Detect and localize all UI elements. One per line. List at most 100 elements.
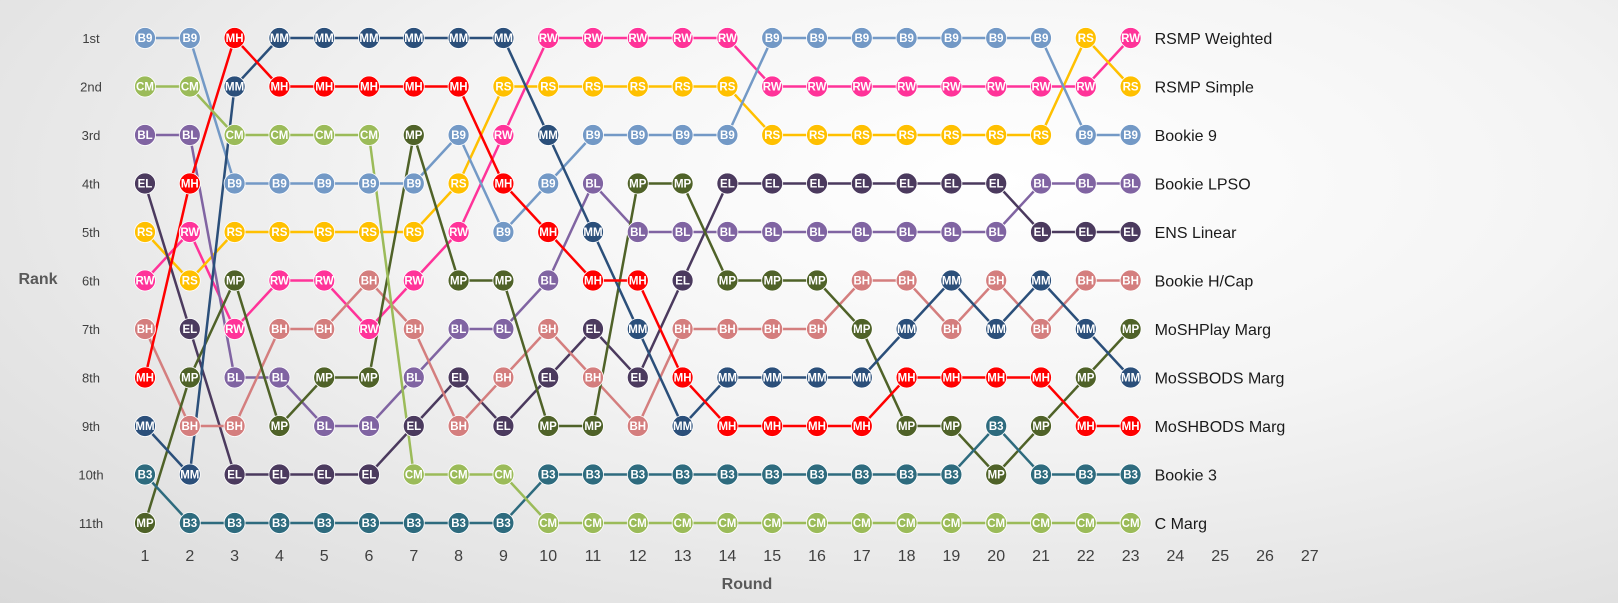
data-point: CM	[1030, 512, 1052, 534]
data-point: MH	[492, 172, 515, 195]
svg-text:RW: RW	[852, 82, 871, 94]
svg-text:RW: RW	[897, 82, 916, 94]
series-label: Bookie 9	[1155, 128, 1217, 145]
svg-text:MH: MH	[763, 421, 781, 433]
data-point: MP	[134, 512, 156, 534]
data-point: B9	[1030, 27, 1052, 49]
data-point: MP	[447, 269, 470, 292]
svg-text:BH: BH	[181, 421, 198, 433]
data-point: MM	[895, 318, 918, 340]
data-point: RS	[806, 124, 828, 146]
data-point: MP	[761, 269, 784, 292]
data-point: RW	[268, 269, 291, 292]
svg-text:B9: B9	[362, 179, 377, 191]
data-point: EL	[178, 318, 201, 340]
svg-text:MM: MM	[359, 33, 378, 45]
svg-text:MH: MH	[1122, 421, 1140, 433]
data-point: EL	[895, 172, 918, 195]
svg-text:EL: EL	[362, 470, 377, 482]
data-point: RS	[178, 269, 201, 292]
data-point: BL	[582, 172, 604, 195]
svg-text:MM: MM	[673, 421, 692, 433]
data-point: B9	[761, 27, 784, 49]
data-point: BL	[402, 366, 425, 389]
svg-text:RS: RS	[764, 130, 780, 142]
x-tick-label: 3	[230, 548, 239, 565]
svg-text:MM: MM	[628, 324, 647, 336]
svg-text:BH: BH	[585, 373, 602, 385]
data-point: EL	[268, 463, 291, 486]
y-tick-label: 7th	[82, 322, 100, 337]
data-point: MP	[626, 172, 649, 195]
data-point: CM	[313, 124, 336, 146]
data-point: B9	[985, 27, 1008, 49]
svg-text:MM: MM	[583, 227, 602, 239]
data-point: MM	[178, 463, 201, 486]
x-tick-label: 2	[185, 548, 194, 565]
x-tick-label: 18	[898, 548, 916, 565]
svg-text:B3: B3	[227, 518, 242, 530]
svg-text:CM: CM	[808, 518, 826, 530]
data-point: CM	[895, 512, 918, 534]
data-point: MM	[134, 415, 156, 437]
data-point: RS	[895, 124, 918, 146]
svg-text:CM: CM	[136, 82, 154, 94]
data-point: RS	[134, 221, 156, 243]
data-point: BL	[492, 318, 515, 340]
data-point: BH	[223, 415, 246, 437]
svg-text:BL: BL	[406, 373, 421, 385]
svg-text:EL: EL	[944, 179, 959, 191]
svg-text:CM: CM	[315, 130, 333, 142]
svg-text:EL: EL	[182, 324, 197, 336]
svg-text:MH: MH	[270, 82, 288, 94]
data-point: MH	[1030, 366, 1052, 389]
svg-text:B9: B9	[810, 33, 825, 45]
data-point: RW	[1030, 75, 1052, 98]
svg-text:MP: MP	[226, 276, 244, 288]
svg-text:B3: B3	[1078, 470, 1093, 482]
svg-text:MH: MH	[898, 373, 916, 385]
data-point: BL	[1074, 172, 1097, 195]
svg-text:RW: RW	[136, 276, 155, 288]
data-point: CM	[985, 512, 1008, 534]
svg-text:RS: RS	[495, 82, 511, 94]
svg-text:MH: MH	[987, 373, 1005, 385]
data-point: EL	[582, 318, 604, 340]
data-point: MM	[1119, 366, 1142, 389]
data-point: RW	[761, 75, 784, 98]
data-point: MM	[358, 27, 380, 49]
svg-text:B9: B9	[227, 179, 242, 191]
svg-text:B9: B9	[944, 33, 959, 45]
series-label: Bookie 3	[1155, 468, 1217, 485]
svg-text:B9: B9	[675, 130, 690, 142]
data-point: BH	[850, 269, 873, 292]
svg-text:MM: MM	[449, 33, 468, 45]
svg-text:CM: CM	[674, 518, 692, 530]
data-point: BL	[806, 221, 828, 243]
svg-text:RS: RS	[675, 82, 691, 94]
data-point: RS	[985, 124, 1008, 146]
data-point: BL	[358, 415, 380, 437]
svg-text:MH: MH	[494, 179, 512, 191]
svg-text:BH: BH	[943, 324, 960, 336]
svg-text:BL: BL	[989, 227, 1004, 239]
svg-text:BH: BH	[316, 324, 333, 336]
x-tick-label: 6	[365, 548, 374, 565]
x-tick-label: 7	[409, 548, 418, 565]
data-point: EL	[134, 172, 156, 195]
svg-text:B3: B3	[182, 518, 197, 530]
svg-text:B3: B3	[989, 421, 1004, 433]
data-point: B3	[671, 463, 694, 486]
data-point: MH	[178, 172, 201, 195]
svg-text:B3: B3	[406, 518, 421, 530]
svg-text:BH: BH	[764, 324, 781, 336]
svg-text:EL: EL	[720, 179, 735, 191]
data-point: MP	[313, 366, 336, 389]
svg-text:RS: RS	[406, 227, 422, 239]
svg-text:RS: RS	[988, 130, 1004, 142]
data-point: MM	[761, 366, 784, 389]
x-tick-label: 21	[1032, 548, 1050, 565]
data-point: B9	[537, 172, 560, 195]
svg-text:MM: MM	[807, 373, 826, 385]
data-point: B9	[492, 221, 515, 243]
